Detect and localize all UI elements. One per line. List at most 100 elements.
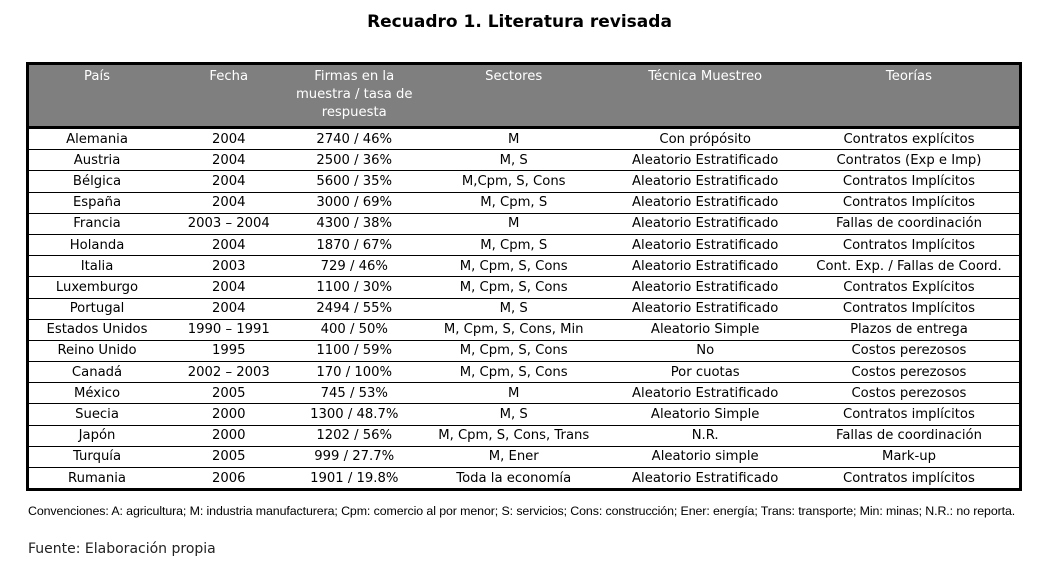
cell-sampling-technique: Aleatorio simple (611, 446, 799, 469)
cell-country: México (27, 382, 166, 405)
cell-sample: 729 / 46% (292, 255, 417, 278)
cell-theories: Costos perezosos (798, 361, 1021, 384)
cell-sectors: M, Ener (416, 446, 612, 469)
cell-sampling-technique: Aleatorio Estratificado (611, 298, 799, 320)
cell-sampling-technique: Aleatorio Estratificado (611, 192, 799, 214)
cell-sampling-technique: Aleatorio Estratificado (611, 382, 799, 405)
cell-theories: Contratos Implícitos (798, 192, 1021, 214)
cell-sample: 2494 / 55% (292, 298, 417, 320)
table-row: Luxemburgo 2004 1100 / 30% M, Cpm, S, Cons A… (27, 276, 1021, 299)
cell-sectors: M,Cpm, S, Cons (416, 170, 612, 193)
cell-sampling-technique: Aleatorio Estratificado (611, 234, 799, 257)
table-row: Rumania 2006 1901 / 19.8% Toda la economía A… (28, 468, 1021, 490)
cell-theories: Contratos explícitos (798, 127, 1021, 151)
cell-sampling-technique: Aleatorio Estratificado (611, 255, 799, 278)
cell-theories: Mark-up (798, 446, 1021, 469)
cell-country: Austria (27, 149, 166, 172)
cell-date: 2004 (165, 127, 293, 151)
table-row: Turquía 2005 999 / 27.7% M, Ener Aleatorio s… (27, 446, 1021, 469)
cell-sectors: M, S (416, 149, 612, 172)
cell-sampling-technique: Aleatorio Simple (611, 403, 799, 426)
cell-sectors: M, Cpm, S, Cons (416, 340, 612, 363)
cell-date: 2003 (165, 255, 293, 278)
header-row: País Fecha Firmas en la muestra / tasa de … (27, 63, 1021, 129)
cell-date: 2004 (165, 298, 293, 320)
cell-sectors: M, Cpm, S (416, 234, 612, 257)
cell-date: 2004 (165, 149, 293, 172)
cell-sample: 1300 / 48.7% (292, 403, 417, 426)
table-row: Bélgica 2004 5600 / 35% M,Cpm, S, Cons Aleat… (27, 170, 1021, 193)
cell-sampling-technique: Por cuotas (611, 361, 799, 384)
cell-date: 2002 – 2003 (165, 361, 293, 384)
cell-sampling-technique: Aleatorio Estratificado (611, 213, 799, 235)
cell-date: 2006 (211, 470, 246, 486)
cell-sectors: M (416, 127, 612, 151)
cell-theories: Contratos (Exp e Imp) (798, 149, 1021, 172)
cell-sampling-technique: N.R. (611, 425, 799, 447)
cell-date: 1990 – 1991 (165, 319, 293, 341)
table-row: Canadá 2002 – 2003 170 / 100% M, Cpm, S, Co… (27, 361, 1021, 384)
table-row: Alemania 2004 2740 / 46% M Con própósito Cont… (27, 127, 1021, 151)
cell-theories: Fallas de coordinación (798, 425, 1021, 447)
cell-theories: Contratos implícitos (798, 403, 1021, 426)
cell-date: 2004 (165, 192, 293, 214)
cell-country: Japón (27, 425, 166, 447)
table-row: Portugal 2004 2494 / 55% M, S Aleatorio Estr… (27, 298, 1021, 320)
cell-theories: Costos perezosos (798, 382, 1021, 405)
cell-sampling-technique: Aleatorio Estratificado (611, 170, 799, 193)
cell-country: Turquía (27, 446, 166, 469)
cell-sample: 1100 / 30% (292, 276, 417, 299)
header-theories: Teorías (798, 63, 1021, 129)
header-date: Fecha (165, 63, 293, 129)
cell-theories: Cont. Exp. / Fallas de Coord. (798, 255, 1021, 278)
header-sampling-technique: Técnica Muestreo (611, 63, 799, 129)
cell-date: 2000 (165, 425, 293, 447)
cell-country: Canadá (27, 361, 166, 384)
cell-theories: Contratos Implícitos (798, 170, 1021, 193)
table-row: Estados Unidos 1990 – 1991 400 / 50% M, Cpm… (27, 319, 1021, 341)
cell-country: Francia (27, 213, 166, 235)
cell-sectors: M, Cpm, S, Cons, Min (416, 319, 612, 341)
table-row: Reino Unido 1995 1100 / 59% M, Cpm, S, Cons… (27, 340, 1021, 363)
table-title: Recuadro 1. Literatura revisada (367, 12, 672, 32)
cell-country: Alemania (27, 127, 166, 151)
cell-date: 2003 – 2004 (165, 213, 293, 235)
header-sample: Firmas en la muestra / tasa de respuesta (292, 63, 417, 129)
conventions-note: Convenciones: A: agricultura; M: industr… (28, 504, 1016, 518)
cell-country: Holanda (27, 234, 166, 257)
cell-theories: Contratos Implícitos (798, 234, 1021, 257)
table-row: España 2004 3000 / 69% M, Cpm, S Aleatorio E… (27, 192, 1021, 214)
header-sectors: Sectores (416, 63, 612, 129)
cell-country: Reino Unido (27, 340, 166, 363)
cell-date: 1995 (165, 340, 293, 363)
cell-date: 2005 (165, 382, 293, 405)
cell-theories: Costos perezosos (798, 340, 1021, 363)
cell-sectors: M (416, 382, 612, 405)
header-country: País (27, 63, 166, 129)
cell-theories: Fallas de coordinación (798, 213, 1021, 235)
cell-country: España (27, 192, 166, 214)
cell-country: Portugal (27, 298, 166, 320)
cell-sample: 745 / 53% (292, 382, 417, 405)
cell-sample: 2740 / 46% (292, 127, 417, 151)
cell-sectors: M, Cpm, S (416, 192, 612, 214)
cell-sectors: M, Cpm, S, Cons (416, 255, 612, 278)
cell-sampling-technique: Aleatorio Estratificado (632, 470, 779, 486)
table-row: Austria 2004 2500 / 36% M, S Aleatorio Estra… (27, 149, 1021, 172)
literature-table: País Fecha Firmas en la muestra / tasa de … (26, 62, 1022, 492)
cell-theories: Contratos Explícitos (798, 276, 1021, 299)
cell-sectors: M, S (416, 298, 612, 320)
table-row: Francia 2003 – 2004 4300 / 38% M Aleatorio E… (27, 213, 1021, 235)
cell-sample: 3000 / 69% (292, 192, 417, 214)
cell-sectors: Toda la economía (456, 470, 572, 486)
table-row: Holanda 2004 1870 / 67% M, Cpm, S Aleatorio … (27, 234, 1021, 257)
cell-country: Bélgica (27, 170, 166, 193)
table-row: Suecia 2000 1300 / 48.7% M, S Aleatorio Simp… (27, 403, 1021, 426)
cell-sampling-technique: Con própósito (611, 127, 799, 151)
cell-theories: Contratos implícitos (843, 470, 975, 486)
cell-sampling-technique: Aleatorio Estratificado (611, 276, 799, 299)
cell-sample: 1202 / 56% (292, 425, 417, 447)
cell-date: 2004 (165, 234, 293, 257)
source-note: Fuente: Elaboración propia (28, 541, 216, 557)
cell-sample: 4300 / 38% (292, 213, 417, 235)
